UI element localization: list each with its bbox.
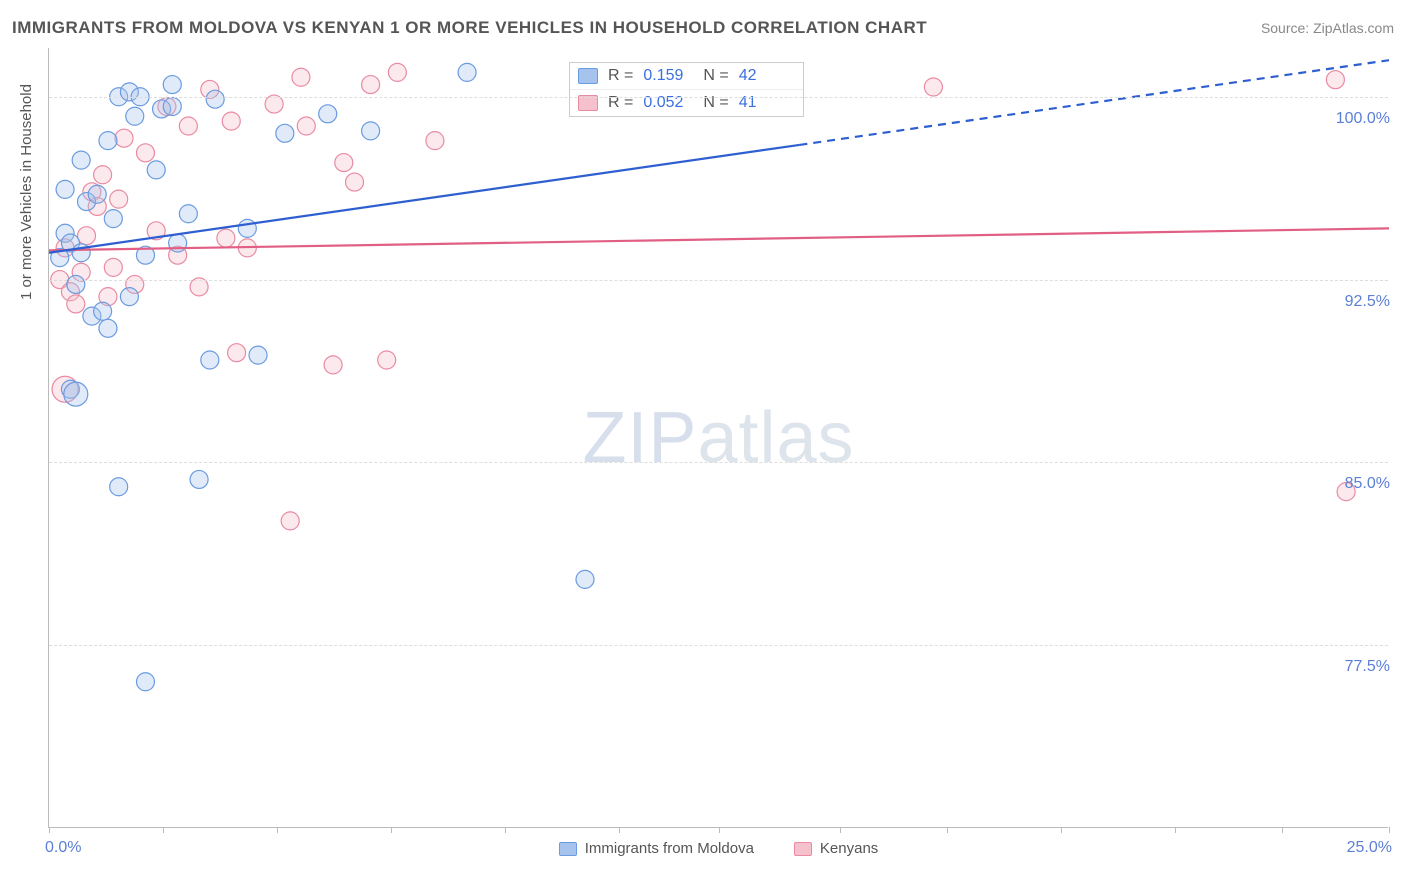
data-point (136, 144, 154, 162)
bottom-legend: Immigrants from Moldova Kenyans (49, 840, 1388, 857)
data-point (576, 570, 594, 588)
swatch-moldova (578, 68, 598, 84)
data-point (201, 351, 219, 369)
data-point (362, 122, 380, 140)
x-tick (505, 827, 506, 833)
data-point (249, 346, 267, 364)
plot-svg (49, 48, 1388, 827)
y-tick-label: 77.5% (1345, 658, 1390, 676)
data-point (99, 319, 117, 337)
legend-label-moldova: Immigrants from Moldova (585, 840, 754, 857)
data-point (179, 205, 197, 223)
x-tick (1282, 827, 1283, 833)
data-point (190, 278, 208, 296)
x-tick (49, 827, 50, 833)
data-point (99, 132, 117, 150)
data-point (126, 107, 144, 125)
data-point (292, 68, 310, 86)
data-point (217, 229, 235, 247)
data-point (238, 219, 256, 237)
legend-item-kenyans: Kenyans (794, 840, 878, 857)
data-point (64, 382, 88, 406)
gridline-y: 100.0% (49, 97, 1388, 98)
data-point (163, 98, 181, 116)
data-point (1326, 71, 1344, 89)
data-point (388, 63, 406, 81)
swatch-moldova (559, 842, 577, 856)
data-point (458, 63, 476, 81)
n-value-moldova: 42 (739, 67, 789, 85)
data-point (163, 76, 181, 94)
source-label: Source: ZipAtlas.com (1261, 20, 1394, 36)
x-tick (1061, 827, 1062, 833)
y-tick-label: 100.0% (1336, 110, 1390, 128)
data-point (346, 173, 364, 191)
data-point (110, 190, 128, 208)
gridline-y: 92.5% (49, 280, 1388, 281)
x-tick (947, 827, 948, 833)
data-point (94, 302, 112, 320)
x-tick (391, 827, 392, 833)
x-tick (277, 827, 278, 833)
r-label: R = (608, 67, 633, 85)
data-point (136, 673, 154, 691)
gridline-y: 77.5% (49, 645, 1388, 646)
data-point (179, 117, 197, 135)
legend-item-moldova: Immigrants from Moldova (559, 840, 754, 857)
data-point (120, 288, 138, 306)
data-point (378, 351, 396, 369)
x-tick (1389, 827, 1390, 833)
data-point (67, 275, 85, 293)
data-point (319, 105, 337, 123)
data-point (104, 258, 122, 276)
legend-label-kenyans: Kenyans (820, 840, 878, 857)
data-point (110, 478, 128, 496)
gridline-y: 85.0% (49, 462, 1388, 463)
data-point (276, 124, 294, 142)
data-point (426, 132, 444, 150)
x-tick (1175, 827, 1176, 833)
data-point (190, 470, 208, 488)
data-point (324, 356, 342, 374)
data-point (281, 512, 299, 530)
swatch-kenyans (794, 842, 812, 856)
data-point (115, 129, 133, 147)
data-point (67, 295, 85, 313)
data-point (362, 76, 380, 94)
data-point (56, 180, 74, 198)
stats-row-kenyans: R = 0.052 N = 41 (570, 89, 803, 116)
stats-legend-box: R = 0.159 N = 42 R = 0.052 N = 41 (569, 62, 804, 117)
data-point (88, 185, 106, 203)
n-label: N = (703, 67, 728, 85)
stats-row-moldova: R = 0.159 N = 42 (570, 63, 803, 89)
data-point (206, 90, 224, 108)
data-point (94, 166, 112, 184)
chart-area: ZIPatlas R = 0.159 N = 42 R = 0.052 N = … (48, 48, 1388, 828)
data-point (78, 227, 96, 245)
chart-title: IMMIGRANTS FROM MOLDOVA VS KENYAN 1 OR M… (12, 18, 927, 38)
data-point (335, 154, 353, 172)
data-point (924, 78, 942, 96)
data-point (104, 210, 122, 228)
data-point (222, 112, 240, 130)
data-point (228, 344, 246, 362)
x-tick (619, 827, 620, 833)
data-point (265, 95, 283, 113)
data-point (297, 117, 315, 135)
x-tick (163, 827, 164, 833)
r-value-moldova: 0.159 (643, 67, 693, 85)
y-tick-label: 85.0% (1345, 475, 1390, 493)
data-point (147, 161, 165, 179)
data-point (72, 151, 90, 169)
y-tick-label: 92.5% (1345, 293, 1390, 311)
x-tick (840, 827, 841, 833)
y-axis-title: 1 or more Vehicles in Household (18, 84, 35, 300)
x-tick (719, 827, 720, 833)
